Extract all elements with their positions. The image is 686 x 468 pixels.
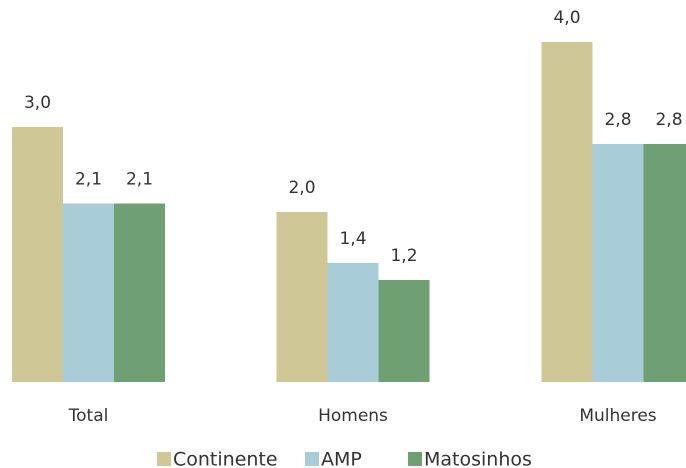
legend-swatch (408, 452, 422, 466)
legend-label: Continente (173, 449, 278, 468)
bar (378, 280, 430, 382)
bar (541, 42, 593, 382)
bar (643, 144, 686, 382)
bar (114, 203, 165, 382)
value-label: 3,0 (24, 93, 51, 113)
legend-swatch (305, 452, 319, 466)
value-label: 1,2 (390, 246, 417, 266)
value-label: 2,0 (288, 178, 315, 198)
bar (592, 144, 644, 382)
bar (327, 263, 379, 382)
value-label: 4,0 (553, 8, 580, 28)
x-tick-label: Homens (318, 406, 388, 426)
legend-label: Matosinhos (424, 449, 532, 468)
x-tick-label: Total (68, 406, 109, 426)
bar (63, 203, 114, 382)
value-label: 1,4 (339, 229, 366, 249)
value-label: 2,1 (126, 170, 153, 190)
value-label: 2,1 (75, 170, 102, 190)
legend-swatch (157, 452, 171, 466)
value-label: 2,8 (604, 110, 631, 130)
legend-label: AMP (321, 449, 362, 468)
bar (276, 212, 328, 382)
x-tick-label: Mulheres (579, 406, 656, 426)
value-label: 2,8 (655, 110, 682, 130)
bar (12, 127, 63, 382)
